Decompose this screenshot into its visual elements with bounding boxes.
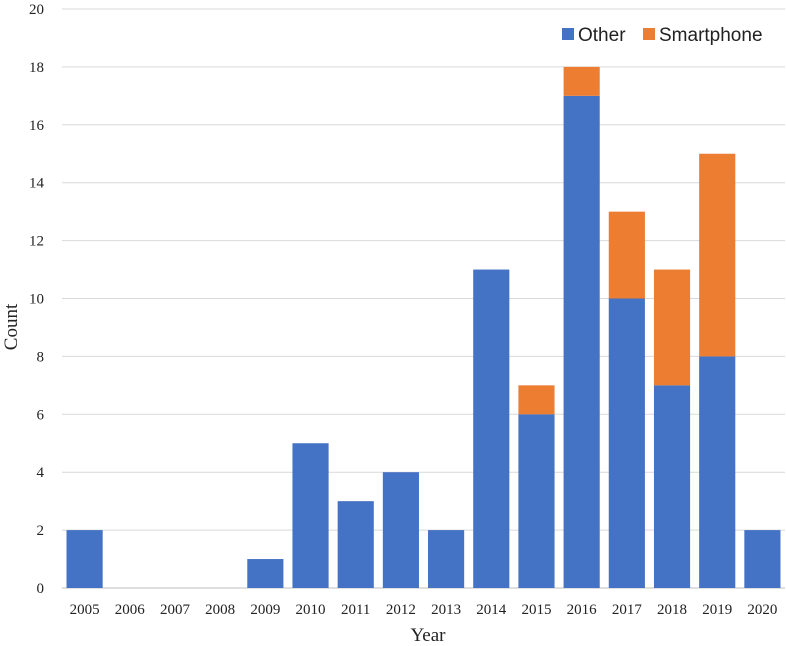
y-tick-label: 18: [29, 60, 44, 76]
x-tick-label: 2014: [476, 602, 507, 618]
bar-other-2014: [473, 269, 510, 588]
x-tick-label: 2016: [567, 602, 598, 618]
x-tick-label: 2006: [115, 602, 146, 618]
bar-other-2012: [382, 472, 419, 588]
x-tick-label: 2010: [296, 602, 326, 618]
bar-smartphone-2019: [699, 153, 736, 357]
bar-other-2011: [337, 501, 374, 588]
legend-label-other: Other: [578, 25, 626, 46]
x-axis-title: Year: [410, 625, 446, 646]
y-tick-label: 12: [29, 234, 44, 250]
x-tick-label: 2015: [521, 602, 551, 618]
bar-smartphone-2016: [563, 66, 600, 96]
y-tick-label: 2: [37, 523, 45, 539]
x-tick-label: 2013: [431, 602, 461, 618]
y-tick-label: 0: [37, 581, 45, 597]
bar-other-2015: [518, 414, 555, 588]
y-tick-label: 6: [37, 407, 45, 423]
bar-other-2016: [563, 95, 600, 588]
y-axis-title: Count: [1, 303, 22, 350]
x-tick-label: 2009: [250, 602, 280, 618]
y-tick-label: 4: [37, 465, 45, 481]
x-tick-label: 2019: [702, 602, 732, 618]
bars: [66, 66, 781, 588]
y-tick-label: 20: [29, 2, 44, 18]
legend: Other Smartphone: [562, 25, 763, 46]
legend-swatch-smartphone: [643, 28, 655, 40]
y-tick-label: 8: [37, 349, 45, 365]
bar-smartphone-2018: [653, 269, 691, 386]
bar-smartphone-2017: [608, 211, 645, 299]
bar-other-2013: [428, 530, 465, 588]
x-tick-labels: 2005 2006 2007 2008 2009 2010 2011 2012 2013 2014…: [70, 602, 778, 618]
legend-label-smartphone: Smartphone: [659, 25, 763, 46]
bar-other-2018: [653, 385, 691, 588]
bar-other-2010: [292, 443, 329, 588]
y-tick-label: 14: [29, 176, 45, 192]
bar-smartphone-2015: [518, 385, 555, 415]
bar-other-2019: [699, 356, 736, 588]
legend-swatch-other: [562, 28, 574, 40]
bar-other-2020: [744, 530, 781, 588]
y-tick-label: 16: [29, 118, 45, 134]
x-tick-label: 2005: [70, 602, 100, 618]
y-tick-labels: 0 2 4 6 8 10 12 14 16 18 20: [29, 2, 45, 597]
x-tick-label: 2011: [341, 602, 370, 618]
x-tick-label: 2017: [612, 602, 643, 618]
x-tick-label: 2008: [205, 602, 235, 618]
y-tick-label: 10: [29, 292, 44, 308]
x-tick-label: 2018: [657, 602, 687, 618]
bar-other-2009: [247, 559, 284, 588]
gridlines: [62, 8, 785, 589]
x-tick-label: 2007: [160, 602, 191, 618]
bar-other-2017: [608, 298, 645, 588]
x-tick-label: 2020: [747, 602, 777, 618]
bar-other-2005: [66, 530, 103, 588]
x-tick-label: 2012: [386, 602, 416, 618]
